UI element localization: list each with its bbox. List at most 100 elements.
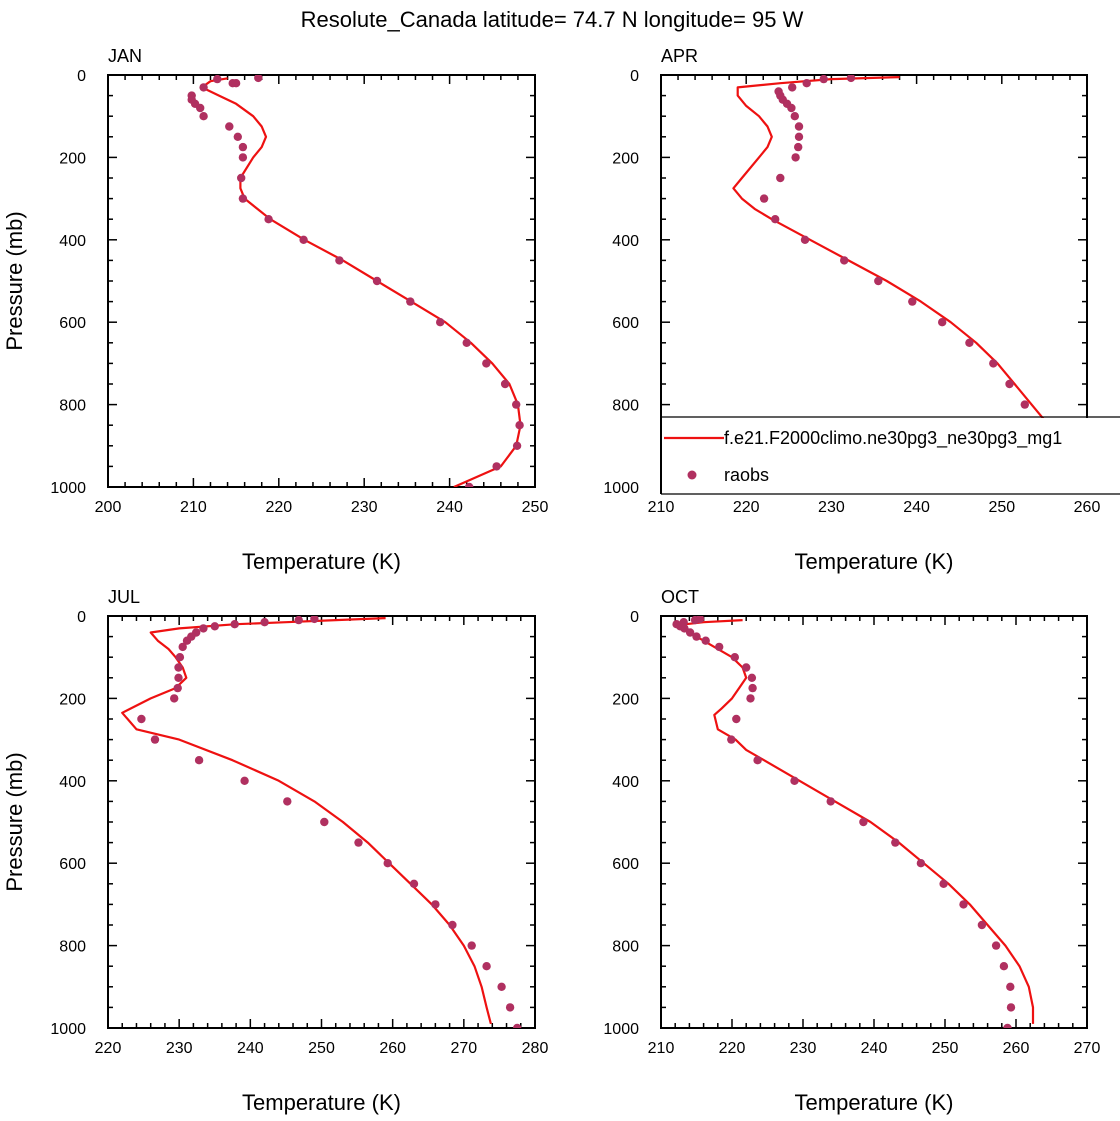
obs-point [294, 616, 303, 625]
x-tick-label: 210 [648, 499, 675, 516]
obs-point [747, 673, 757, 682]
obs-point [977, 920, 987, 930]
y-tick-label: 0 [630, 609, 639, 626]
obs-point [846, 75, 856, 83]
x-tick-label: 240 [903, 499, 930, 516]
obs-point [794, 142, 803, 152]
obs-point [237, 173, 246, 183]
obs-point [199, 83, 208, 92]
obs-point [938, 318, 947, 327]
obs-point [467, 941, 476, 950]
obs-point [791, 153, 800, 162]
obs-point [790, 112, 799, 121]
obs-point [448, 920, 457, 930]
data-group [121, 616, 522, 1028]
data-group [672, 616, 1035, 1028]
figure-title: Resolute_Canada latitude= 74.7 N longitu… [301, 7, 804, 32]
x-axis-title: Temperature (K) [242, 549, 401, 574]
y-tick-label: 800 [612, 939, 639, 956]
obs-point [137, 714, 146, 724]
obs-point [182, 636, 192, 645]
y-tick-label: 600 [612, 315, 639, 332]
obs-point [210, 622, 219, 631]
obs-point [264, 215, 273, 224]
y-tick-label: 0 [630, 68, 639, 85]
y-tick-label: 400 [59, 233, 86, 250]
obs-point [199, 624, 208, 633]
panel-jul: 220 230 240 250 260 270 280 0 200 400 600 800 1000 JU… [2, 587, 548, 1115]
legend: f.e21.F2000climo.ne30pg3_ne30pg3_mg1raob… [660, 416, 1120, 495]
legend-background [662, 418, 1120, 493]
x-axis-title: Temperature (K) [795, 1090, 954, 1115]
panel-jan: 200 210 220 230 240 250 0 200 400 600 800 1000 JAN Te… [2, 46, 548, 574]
x-tick-label: 260 [1074, 499, 1101, 516]
obs-point [776, 173, 785, 183]
y-tick-label: 1000 [50, 480, 86, 497]
obs-point [174, 663, 183, 672]
obs-point [231, 79, 241, 88]
x-tick-label: 250 [308, 1040, 335, 1057]
x-tick-label: 230 [818, 499, 845, 516]
x-tick-label: 240 [436, 499, 463, 516]
obs-point [819, 75, 828, 84]
obs-point [991, 941, 1001, 950]
obs-point [462, 338, 471, 347]
obs-point [283, 797, 292, 806]
obs-point [989, 359, 998, 368]
x-tick-label: 220 [95, 1040, 122, 1057]
obs-point [174, 673, 183, 682]
obs-point [199, 112, 208, 121]
panel-label: JUL [108, 587, 140, 607]
obs-point [1005, 379, 1014, 389]
obs-point [794, 132, 804, 141]
obs-point [238, 153, 248, 162]
plot-frame [107, 74, 536, 488]
obs-point [497, 982, 506, 991]
model-line [732, 76, 1055, 487]
obs-point [173, 683, 182, 693]
x-tick-label: 230 [790, 1040, 817, 1057]
obs-point [465, 482, 474, 487]
obs-point [1020, 400, 1029, 409]
x-tick-label: 270 [1074, 1040, 1101, 1057]
y-tick-label: 200 [59, 691, 86, 708]
obs-point [512, 400, 521, 409]
y-tick-label: 600 [59, 315, 86, 332]
obs-point [260, 618, 269, 627]
obs-point [194, 756, 204, 765]
y-tick-label: 0 [77, 609, 86, 626]
legend-obs-swatch [687, 470, 697, 480]
obs-point [299, 235, 308, 244]
obs-point [512, 441, 522, 450]
obs-point [727, 735, 736, 744]
panel-label: APR [661, 46, 698, 66]
obs-point [1006, 1003, 1016, 1012]
x-tick-label: 270 [450, 1040, 477, 1057]
x-tick-label: 200 [95, 499, 122, 516]
obs-point [1003, 1023, 1012, 1028]
obs-point [213, 75, 222, 84]
obs-point [840, 256, 849, 265]
x-tick-label: 240 [861, 1040, 888, 1057]
obs-point [742, 663, 751, 672]
obs-point [732, 714, 741, 724]
obs-point [753, 756, 762, 765]
obs-point [939, 879, 948, 888]
obs-point [730, 653, 739, 662]
obs-point [482, 359, 491, 368]
obs-point [746, 694, 755, 703]
x-tick-label: 230 [166, 1040, 193, 1057]
y-tick-label: 400 [612, 233, 639, 250]
legend-model-label: f.e21.F2000climo.ne30pg3_ne30pg3_mg1 [724, 428, 1062, 449]
obs-point [310, 616, 319, 624]
plot-frame [660, 615, 1088, 1029]
y-axis-title: Pressure (mb) [2, 211, 27, 350]
x-tick-label: 220 [719, 1040, 746, 1057]
obs-point [826, 797, 835, 806]
obs-point [802, 79, 811, 88]
obs-point [505, 1003, 515, 1012]
obs-point [999, 962, 1009, 971]
obs-point [692, 632, 701, 641]
obs-point [701, 636, 710, 645]
